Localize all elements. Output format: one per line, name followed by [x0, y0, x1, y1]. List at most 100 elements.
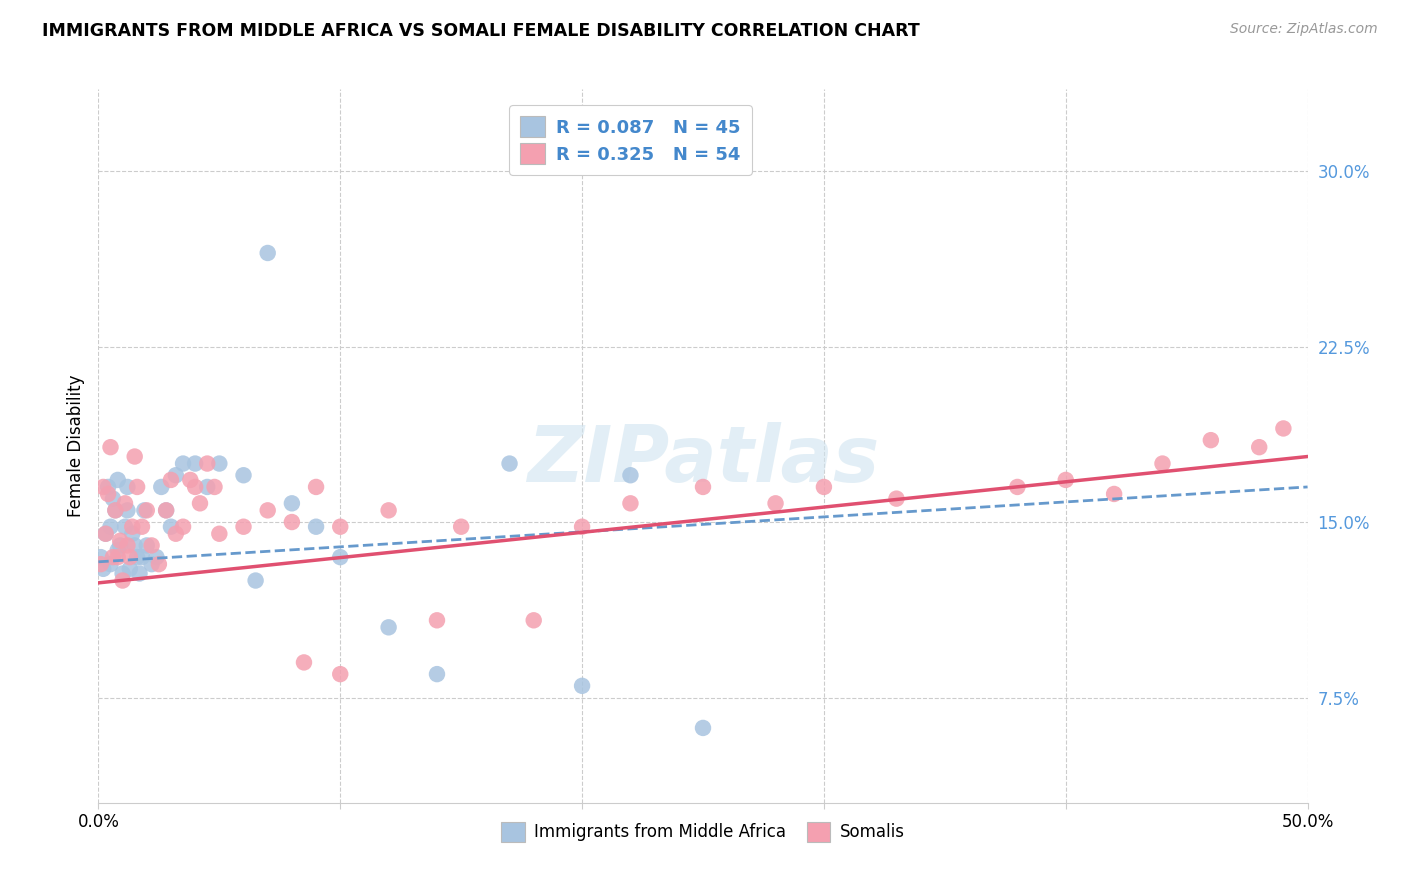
Point: [426, 667, 449, 681]
Point: [91, 480, 114, 494]
Point: [100, 519, 122, 533]
Point: [208, 457, 231, 471]
Point: [108, 533, 131, 548]
Point: [165, 468, 187, 483]
Point: [108, 538, 131, 552]
Point: [329, 550, 352, 565]
Point: [619, 468, 641, 483]
Point: [523, 613, 546, 627]
Point: [101, 550, 124, 565]
Point: [160, 473, 183, 487]
Point: [1054, 473, 1077, 487]
Point: [117, 538, 139, 552]
Point: [114, 496, 136, 510]
Point: [1102, 487, 1125, 501]
Point: [208, 526, 231, 541]
Point: [329, 519, 352, 533]
Point: [571, 679, 593, 693]
Point: [165, 526, 187, 541]
Point: [135, 538, 157, 552]
Point: [104, 503, 127, 517]
Point: [172, 519, 194, 533]
Point: [160, 519, 183, 533]
Point: [305, 480, 328, 494]
Point: [692, 721, 714, 735]
Text: ZIPatlas: ZIPatlas: [527, 422, 879, 499]
Point: [204, 480, 226, 494]
Point: [232, 519, 254, 533]
Point: [195, 480, 218, 494]
Point: [114, 519, 136, 533]
Point: [281, 496, 304, 510]
Point: [305, 519, 328, 533]
Point: [179, 473, 201, 487]
Point: [107, 543, 129, 558]
Point: [450, 519, 472, 533]
Point: [94, 526, 117, 541]
Point: [111, 574, 134, 588]
Point: [134, 503, 156, 517]
Point: [124, 538, 146, 552]
Point: [131, 550, 153, 565]
Point: [426, 613, 449, 627]
Point: [256, 246, 278, 260]
Text: IMMIGRANTS FROM MIDDLE AFRICA VS SOMALI FEMALE DISABILITY CORRELATION CHART: IMMIGRANTS FROM MIDDLE AFRICA VS SOMALI …: [42, 22, 920, 40]
Point: [172, 457, 194, 471]
Point: [101, 491, 124, 506]
Point: [281, 515, 304, 529]
Point: [1007, 480, 1029, 494]
Point: [94, 526, 117, 541]
Point: [377, 620, 399, 634]
Legend: Immigrants from Middle Africa, Somalis: Immigrants from Middle Africa, Somalis: [491, 813, 915, 852]
Text: Source: ZipAtlas.com: Source: ZipAtlas.com: [1230, 22, 1378, 37]
Point: [1249, 440, 1271, 454]
Point: [128, 566, 150, 581]
Point: [1199, 433, 1222, 447]
Point: [97, 480, 120, 494]
Point: [90, 550, 112, 565]
Point: [107, 550, 129, 565]
Point: [256, 503, 278, 517]
Point: [117, 480, 139, 494]
Point: [329, 667, 352, 681]
Point: [91, 562, 114, 576]
Point: [145, 550, 167, 565]
Point: [232, 468, 254, 483]
Point: [100, 557, 122, 571]
Point: [498, 457, 520, 471]
Point: [111, 566, 134, 581]
Point: [141, 557, 163, 571]
Point: [813, 480, 835, 494]
Point: [571, 519, 593, 533]
Point: [127, 550, 149, 565]
Point: [150, 480, 173, 494]
Point: [188, 496, 211, 510]
Point: [121, 526, 143, 541]
Point: [118, 550, 141, 565]
Point: [141, 538, 163, 552]
Point: [118, 562, 141, 576]
Point: [148, 557, 170, 571]
Point: [155, 503, 177, 517]
Point: [100, 440, 122, 454]
Point: [104, 503, 127, 517]
Point: [121, 519, 143, 533]
Point: [1272, 421, 1295, 435]
Point: [619, 496, 641, 510]
Point: [195, 457, 218, 471]
Point: [692, 480, 714, 494]
Point: [184, 480, 207, 494]
Point: [184, 457, 207, 471]
Point: [127, 480, 149, 494]
Point: [155, 503, 177, 517]
Point: [1152, 457, 1174, 471]
Point: [292, 656, 315, 670]
Point: [377, 503, 399, 517]
Y-axis label: Female Disability: Female Disability: [66, 375, 84, 517]
Point: [886, 491, 908, 506]
Point: [90, 557, 112, 571]
Point: [135, 503, 157, 517]
Point: [117, 503, 139, 517]
Point: [97, 487, 120, 501]
Point: [245, 574, 267, 588]
